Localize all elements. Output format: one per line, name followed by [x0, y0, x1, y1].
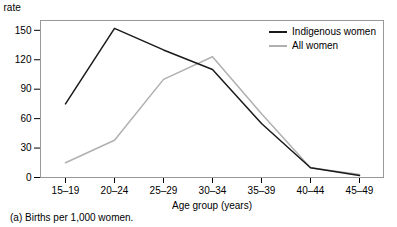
- svg-text:35–39: 35–39: [248, 185, 276, 196]
- svg-text:60: 60: [20, 113, 32, 124]
- svg-text:20–24: 20–24: [101, 185, 129, 196]
- svg-text:rate: rate: [4, 2, 22, 13]
- svg-text:25–29: 25–29: [150, 185, 178, 196]
- svg-text:40–44: 40–44: [297, 185, 325, 196]
- svg-text:30: 30: [20, 142, 32, 153]
- html-text:Indigenous women: Indigenous women: [292, 26, 376, 37]
- svg-text:150: 150: [15, 25, 32, 36]
- html-text:All women: All women: [292, 40, 339, 51]
- svg-text:Age group (years): Age group (years): [172, 200, 252, 211]
- svg-text:15–19: 15–19: [52, 185, 80, 196]
- svg-text:45–49: 45–49: [346, 185, 374, 196]
- svg-text:120: 120: [15, 54, 32, 65]
- svg-text:30–34: 30–34: [199, 185, 227, 196]
- svg-text:0: 0: [26, 172, 32, 183]
- html-text:(a) Births per 1,000 women.: (a) Births per 1,000 women.: [10, 212, 134, 223]
- svg-text:90: 90: [20, 83, 32, 94]
